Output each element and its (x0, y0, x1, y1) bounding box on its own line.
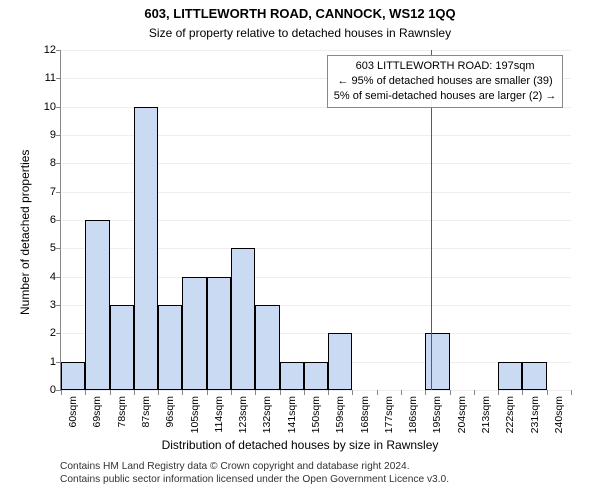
histogram-bar (498, 362, 522, 390)
xtick-label: 159sqm (334, 396, 346, 433)
xtick-mark (377, 390, 378, 395)
ytick-label: 11 (45, 72, 61, 84)
gridline (61, 390, 571, 391)
ytick-label: 3 (50, 299, 61, 311)
xtick-label: 132sqm (261, 396, 273, 433)
xtick-mark (207, 390, 208, 395)
histogram-bar (280, 362, 304, 390)
histogram-bar (304, 362, 328, 390)
xtick-label: 141sqm (286, 396, 298, 433)
histogram-bar (231, 248, 255, 390)
xtick-mark (547, 390, 548, 395)
page-title: 603, LITTLEWORTH ROAD, CANNOCK, WS12 1QQ (0, 6, 600, 21)
xtick-mark (450, 390, 451, 395)
xtick-label: 114sqm (213, 396, 225, 433)
xtick-label: 204sqm (456, 396, 468, 433)
xtick-label: 150sqm (310, 396, 322, 433)
annotation-line: ← 95% of detached houses are smaller (39… (334, 74, 557, 89)
footer-line: Contains public sector information licen… (60, 473, 449, 486)
xtick-mark (498, 390, 499, 395)
histogram-bar (134, 107, 158, 390)
xtick-label: 177sqm (383, 396, 395, 433)
xtick-label: 231sqm (529, 396, 541, 433)
y-axis-label: Number of detached properties (18, 150, 32, 315)
xtick-mark (61, 390, 62, 395)
annotation-box: 603 LITTLEWORTH ROAD: 197sqm← 95% of det… (327, 55, 564, 108)
xtick-mark (571, 390, 572, 395)
plot-area: 012345678910111260sqm69sqm78sqm87sqm96sq… (60, 50, 571, 391)
xtick-mark (134, 390, 135, 395)
histogram-bar (182, 277, 206, 390)
page-subtitle: Size of property relative to detached ho… (0, 26, 600, 40)
annotation-line: 603 LITTLEWORTH ROAD: 197sqm (334, 59, 557, 74)
xtick-mark (401, 390, 402, 395)
gridline (61, 50, 571, 51)
xtick-label: 213sqm (480, 396, 492, 433)
ytick-label: 4 (50, 271, 61, 283)
histogram-bar (255, 305, 279, 390)
xtick-mark (110, 390, 111, 395)
xtick-mark (255, 390, 256, 395)
xtick-label: 123sqm (237, 396, 249, 433)
xtick-mark (182, 390, 183, 395)
histogram-bar (158, 305, 182, 390)
ytick-label: 6 (50, 214, 61, 226)
footer-line: Contains HM Land Registry data © Crown c… (60, 460, 449, 473)
ytick-label: 12 (44, 44, 61, 56)
xtick-mark (158, 390, 159, 395)
ytick-label: 0 (50, 384, 61, 396)
xtick-label: 195sqm (431, 396, 443, 433)
xtick-label: 69sqm (91, 396, 103, 428)
x-axis-label: Distribution of detached houses by size … (0, 438, 600, 452)
ytick-label: 5 (50, 242, 61, 254)
xtick-label: 168sqm (359, 396, 371, 433)
xtick-mark (352, 390, 353, 395)
xtick-mark (328, 390, 329, 395)
xtick-label: 60sqm (67, 396, 79, 428)
histogram-bar (425, 333, 449, 390)
xtick-mark (231, 390, 232, 395)
xtick-label: 240sqm (553, 396, 565, 433)
xtick-mark (474, 390, 475, 395)
xtick-label: 96sqm (164, 396, 176, 428)
histogram-bar (207, 277, 231, 390)
xtick-label: 78sqm (116, 396, 128, 428)
annotation-line: 5% of semi-detached houses are larger (2… (334, 89, 557, 104)
ytick-label: 9 (50, 129, 61, 141)
ytick-label: 7 (50, 186, 61, 198)
histogram-bar (328, 333, 352, 390)
histogram-bar (110, 305, 134, 390)
xtick-label: 222sqm (504, 396, 516, 433)
xtick-mark (425, 390, 426, 395)
histogram-bar (522, 362, 546, 390)
ytick-label: 1 (50, 356, 61, 368)
ytick-label: 2 (50, 327, 61, 339)
xtick-label: 87sqm (140, 396, 152, 428)
xtick-mark (280, 390, 281, 395)
footer: Contains HM Land Registry data © Crown c… (60, 460, 449, 487)
xtick-mark (304, 390, 305, 395)
xtick-mark (85, 390, 86, 395)
histogram-bar (61, 362, 85, 390)
xtick-mark (522, 390, 523, 395)
ytick-label: 10 (44, 101, 61, 113)
xtick-label: 186sqm (407, 396, 419, 433)
histogram-bar (85, 220, 109, 390)
xtick-label: 105sqm (189, 396, 201, 433)
ytick-label: 8 (50, 157, 61, 169)
